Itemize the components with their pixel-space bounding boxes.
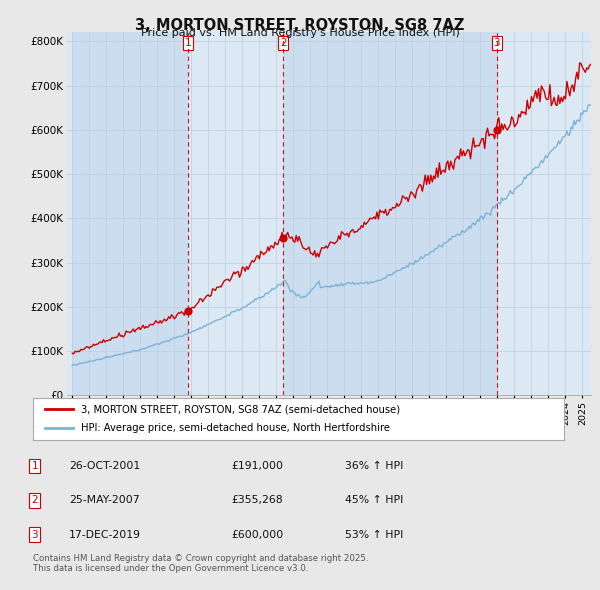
Bar <box>73 32 188 395</box>
Text: 26-OCT-2001: 26-OCT-2001 <box>69 461 140 471</box>
Text: 2: 2 <box>280 38 286 48</box>
Text: 45% ↑ HPI: 45% ↑ HPI <box>345 496 403 505</box>
Text: £355,268: £355,268 <box>231 496 283 505</box>
Text: 3: 3 <box>493 38 500 48</box>
Point <box>278 234 288 243</box>
Text: Price paid vs. HM Land Registry's House Price Index (HPI): Price paid vs. HM Land Registry's House … <box>140 28 460 38</box>
Text: 1: 1 <box>185 38 191 48</box>
Text: 17-DEC-2019: 17-DEC-2019 <box>69 530 141 539</box>
Text: Contains HM Land Registry data © Crown copyright and database right 2025.
This d: Contains HM Land Registry data © Crown c… <box>33 554 368 573</box>
Point <box>184 306 193 316</box>
Text: 3, MORTON STREET, ROYSTON, SG8 7AZ: 3, MORTON STREET, ROYSTON, SG8 7AZ <box>136 18 464 32</box>
Text: 3: 3 <box>31 530 38 539</box>
Bar <box>283 32 497 395</box>
Text: 36% ↑ HPI: 36% ↑ HPI <box>345 461 403 471</box>
Text: £191,000: £191,000 <box>231 461 283 471</box>
Text: 3, MORTON STREET, ROYSTON, SG8 7AZ (semi-detached house): 3, MORTON STREET, ROYSTON, SG8 7AZ (semi… <box>81 404 400 414</box>
Text: 2: 2 <box>31 496 38 505</box>
Text: £600,000: £600,000 <box>231 530 283 539</box>
Text: 1: 1 <box>31 461 38 471</box>
Text: 53% ↑ HPI: 53% ↑ HPI <box>345 530 403 539</box>
Text: 25-MAY-2007: 25-MAY-2007 <box>69 496 140 505</box>
Point <box>492 125 502 135</box>
Text: HPI: Average price, semi-detached house, North Hertfordshire: HPI: Average price, semi-detached house,… <box>81 424 390 434</box>
